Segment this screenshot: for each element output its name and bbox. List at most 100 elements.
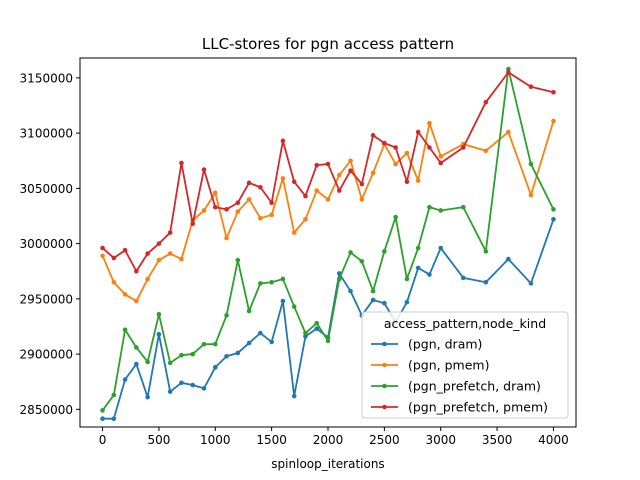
data-point [145, 359, 150, 365]
data-point [212, 365, 218, 370]
data-point [269, 339, 274, 345]
data-point [167, 251, 173, 256]
data-point [483, 249, 489, 254]
y-tick-label: 2850000 [20, 403, 73, 417]
x-tick-label: 3000 [425, 433, 456, 447]
y-axis: 2850000 2900000 2950000 3000000 3050000 31000… [20, 71, 80, 417]
x-axis-label: spinloop_iterations [271, 457, 384, 471]
data-point [269, 212, 274, 218]
y-tick-label: 2900000 [20, 348, 73, 362]
data-point [382, 140, 387, 146]
data-point [179, 352, 184, 358]
data-point [348, 168, 353, 173]
data-point [427, 145, 432, 150]
data-point [336, 188, 342, 193]
data-point [156, 257, 162, 263]
data-point [201, 341, 207, 347]
data-point [382, 249, 387, 254]
y-tick-label: 3150000 [20, 71, 73, 85]
legend-marker [382, 341, 387, 347]
data-point [404, 299, 410, 305]
data-point [269, 200, 274, 206]
data-point [348, 250, 353, 255]
y-tick-label: 3050000 [20, 182, 73, 196]
data-point [235, 200, 241, 206]
data-point [246, 197, 252, 202]
data-point [167, 230, 173, 235]
series-1 [100, 118, 556, 304]
data-point [506, 129, 511, 135]
data-point [201, 386, 207, 391]
data-point [370, 170, 376, 176]
data-point [100, 245, 105, 251]
data-point [438, 208, 444, 213]
data-point [291, 304, 297, 309]
data-point [348, 158, 353, 164]
data-point [258, 281, 263, 286]
data-point [134, 361, 139, 367]
data-point [427, 120, 432, 126]
legend-label: (pgn, pmem) [408, 358, 489, 373]
data-point [122, 327, 128, 333]
data-point [460, 145, 466, 150]
series-layer [100, 66, 556, 422]
data-point [167, 360, 173, 366]
series-3 [100, 70, 556, 274]
data-point [156, 312, 162, 317]
data-point [303, 216, 308, 222]
data-point [393, 145, 398, 150]
data-point [506, 256, 511, 262]
data-point [483, 99, 489, 105]
data-point [460, 204, 466, 210]
data-point [506, 66, 511, 72]
data-point [438, 245, 444, 251]
data-point [258, 215, 263, 221]
data-point [212, 341, 218, 347]
data-point [427, 204, 432, 210]
data-point [269, 279, 274, 285]
legend-label: (pgn_prefetch, pmem) [408, 400, 548, 415]
data-point [528, 192, 534, 198]
data-point [291, 393, 297, 399]
data-point [201, 167, 207, 172]
data-point [246, 180, 252, 186]
series-line [101, 120, 555, 302]
data-point [427, 272, 432, 277]
data-point [438, 154, 444, 159]
data-point [314, 326, 320, 331]
data-point [325, 197, 331, 202]
legend-label: (pgn, dram) [408, 337, 482, 352]
data-point [303, 334, 308, 339]
data-point [336, 276, 342, 282]
data-point [100, 253, 105, 259]
data-point [224, 235, 229, 241]
data-point [551, 207, 556, 212]
data-point [325, 338, 331, 344]
data-point [359, 258, 365, 264]
data-point [235, 209, 241, 214]
x-tick-label: 1000 [200, 433, 231, 447]
data-point [246, 340, 252, 346]
data-point [415, 178, 421, 183]
legend-marker [382, 383, 387, 389]
x-tick-label: 500 [147, 433, 170, 447]
data-point [246, 308, 252, 314]
data-point [551, 89, 556, 95]
data-point [370, 133, 376, 138]
data-point [528, 281, 534, 286]
data-point [359, 197, 365, 202]
data-point [167, 389, 173, 394]
data-point [258, 330, 263, 336]
data-point [506, 70, 511, 75]
data-point [280, 276, 286, 282]
data-point [314, 320, 320, 326]
data-point [314, 162, 320, 168]
x-tick-label: 0 [99, 433, 107, 447]
data-point [134, 345, 139, 350]
data-point [190, 382, 196, 388]
x-tick-label: 1500 [256, 433, 287, 447]
series-line [102, 219, 555, 420]
data-point [280, 298, 286, 304]
data-point [314, 188, 320, 193]
data-point [145, 251, 150, 256]
